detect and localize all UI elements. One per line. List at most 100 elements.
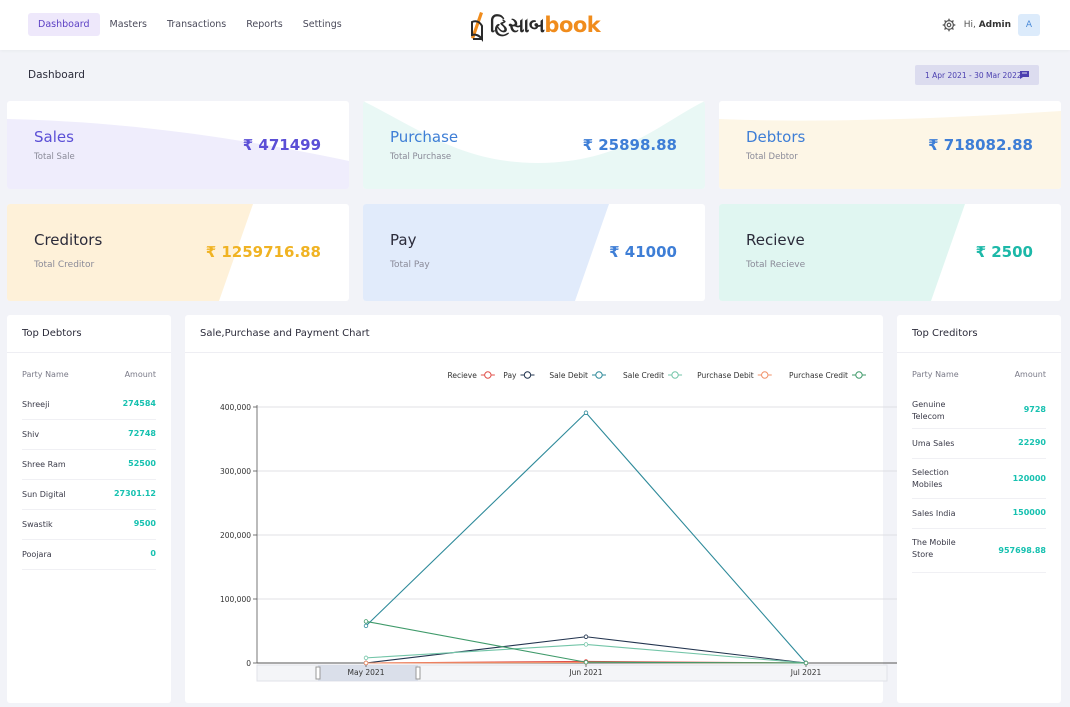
greeting-text: Hi,	[963, 20, 976, 30]
party-name: Uma Sales	[912, 439, 955, 448]
y-tick-label: 100,000	[220, 595, 251, 604]
top-creditors-panel: Top Creditors Party Name Amount Genuine …	[897, 315, 1061, 703]
nav-settings[interactable]: Settings	[302, 19, 342, 30]
data-point	[803, 660, 809, 666]
avatar[interactable]: A	[1018, 14, 1040, 36]
nav-transactions[interactable]: Transactions	[166, 19, 227, 30]
table-row[interactable]: Sales India 150000	[912, 499, 1046, 529]
gear-icon[interactable]	[942, 18, 956, 32]
card-amount: ₹ 718082.88	[928, 136, 1033, 154]
table-row[interactable]: Sun Digital 27301.12	[22, 480, 156, 510]
table-row[interactable]: Swastik 9500	[22, 510, 156, 540]
table-row[interactable]: Genuine Telecom 9728	[912, 391, 1046, 429]
chart-panel: Sale,Purchase and Payment Chart	[185, 315, 883, 703]
party-name: Poojara	[22, 550, 52, 559]
top-navbar: Dashboard Masters Transactions Reports S…	[0, 0, 1070, 50]
divider	[185, 352, 883, 353]
party-amount: 9500	[133, 519, 156, 528]
table-row[interactable]: Poojara 0	[22, 540, 156, 570]
card-amount: ₹ 471499	[242, 136, 321, 154]
party-amount: 150000	[1012, 508, 1046, 517]
card-subtitle: Total Sale	[34, 152, 75, 162]
x-tick-label: May 2021	[348, 668, 385, 677]
party-name: Selection Mobiles	[912, 468, 949, 489]
party-name: Shreeji	[22, 400, 50, 409]
legend-marker-dot	[484, 371, 492, 379]
panel-title: Top Creditors	[912, 328, 978, 339]
party-name: Swastik	[22, 520, 53, 529]
pay-card[interactable]: Pay Total Pay ₹ 41000	[363, 204, 705, 301]
debtors-card[interactable]: Debtors Total Debtor ₹ 718082.88	[719, 101, 1061, 189]
nav-dashboard[interactable]: Dashboard	[28, 13, 100, 36]
x-tick-label: Jul 2021	[790, 668, 822, 677]
card-amount: ₹ 25898.88	[582, 136, 677, 154]
series-line-sale-debit	[365, 411, 807, 664]
party-amount: 120000	[1012, 474, 1046, 483]
party-amount: 52500	[128, 459, 156, 468]
card-wave-bg	[7, 119, 349, 189]
table-row[interactable]: The Mobile Store 957698.88	[912, 529, 1046, 573]
date-range-text: 1 Apr 2021 - 30 Mar 2022	[925, 70, 1022, 80]
legend-marker-dot	[523, 371, 532, 379]
main-nav: Dashboard Masters Transactions Reports S…	[28, 13, 352, 36]
user-greeting: Hi, Admin	[964, 20, 1011, 30]
nav-masters[interactable]: Masters	[109, 19, 147, 30]
party-name: Sales India	[912, 509, 956, 518]
x-tick-label: Jun 2021	[568, 668, 602, 677]
y-tick-label: 400,000	[220, 403, 251, 412]
data-point	[583, 410, 589, 415]
brand-logo[interactable]: હિસાબ book	[468, 6, 601, 44]
data-point	[583, 642, 589, 647]
card-amount: ₹ 1259716.88	[205, 243, 321, 261]
nav-reports[interactable]: Reports	[246, 19, 283, 30]
brand-script: હિસાબ	[490, 13, 545, 37]
data-point	[363, 660, 369, 666]
y-tick-label: 200,000	[220, 531, 251, 540]
legend-label: Purchase Debit	[697, 371, 754, 380]
y-tick-label: 0	[246, 659, 251, 668]
legend-label: Sale Debit	[549, 371, 588, 380]
data-point	[363, 655, 369, 661]
user-name: Admin	[978, 20, 1011, 30]
table-row[interactable]: Uma Sales 22290	[912, 429, 1046, 459]
y-tick-label: 300,000	[220, 467, 251, 476]
table-row[interactable]: Shiv 72748	[22, 420, 156, 450]
party-amount: 274584	[122, 399, 156, 408]
card-subtitle: Total Purchase	[390, 152, 452, 162]
table-row[interactable]: Shree Ram 52500	[22, 450, 156, 480]
card-subtitle: Total Creditor	[34, 260, 95, 270]
date-range-picker[interactable]: 1 Apr 2021 - 30 Mar 2022	[915, 65, 1039, 85]
card-title: Sales	[34, 128, 74, 146]
creditors-card[interactable]: Creditors Total Creditor ₹ 1259716.88	[7, 204, 349, 301]
card-wave-bg	[719, 111, 1061, 189]
page-title: Dashboard	[28, 69, 85, 81]
card-title: Debtors	[746, 128, 806, 146]
recieve-card[interactable]: Recieve Total Recieve ₹ 2500	[719, 204, 1061, 301]
card-title: Pay	[390, 231, 417, 249]
card-wave-bg	[363, 101, 705, 189]
col-party-name: Party Name	[22, 370, 69, 379]
table-row[interactable]: Selection Mobiles 120000	[912, 459, 1046, 499]
series-line-pay	[365, 636, 807, 664]
purchase-card[interactable]: Purchase Total Purchase ₹ 25898.88	[363, 101, 705, 189]
table-row[interactable]: Shreeji 274584	[22, 390, 156, 420]
flag-icon	[1020, 71, 1029, 79]
panel-title: Sale,Purchase and Payment Chart	[200, 328, 370, 339]
sales-card[interactable]: Sales Total Sale ₹ 471499	[7, 101, 349, 189]
col-party-name: Party Name	[912, 370, 959, 379]
legend-marker-dot	[761, 371, 769, 379]
legend-label: Pay	[503, 371, 517, 380]
legend-marker-dot	[595, 371, 603, 379]
card-title: Purchase	[390, 128, 459, 146]
data-point	[583, 660, 589, 665]
top-debtors-panel: Top Debtors Party Name Amount Shreeji 274…	[7, 315, 171, 703]
data-point	[363, 623, 369, 629]
legend-label: Purchase Credit	[789, 371, 848, 380]
card-subtitle: Total Debtor	[746, 152, 798, 162]
legend-label: Recieve	[447, 371, 477, 380]
panel-title: Top Debtors	[22, 328, 82, 339]
card-amount: ₹ 41000	[609, 243, 677, 261]
col-amount: Amount	[124, 370, 156, 379]
zoom-handle-right	[415, 666, 421, 680]
card-title: Creditors	[34, 231, 103, 249]
